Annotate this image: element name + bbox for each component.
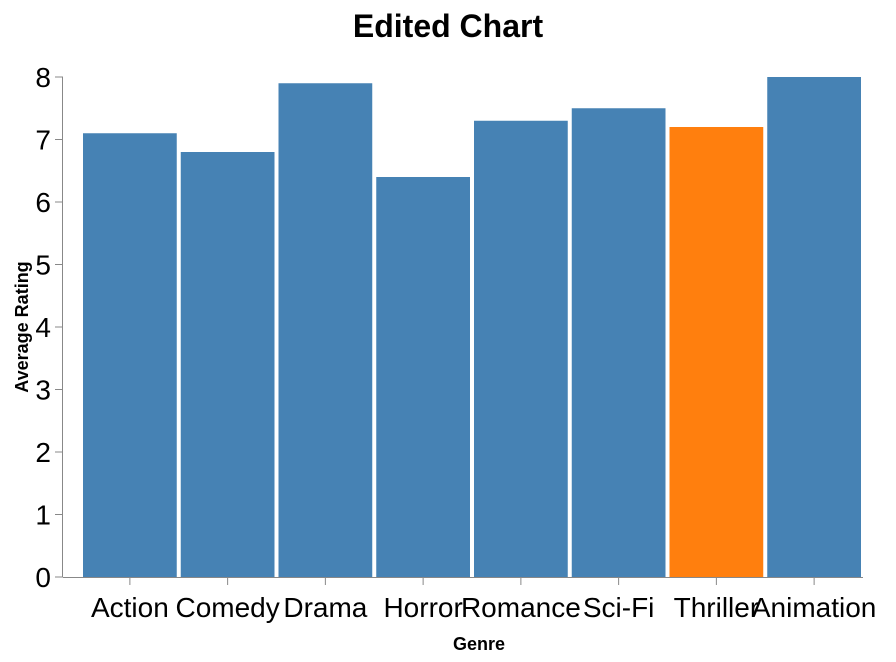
bar-action [83, 133, 177, 577]
bar-thriller [669, 127, 764, 577]
x-axis-title: Genre [453, 634, 505, 654]
x-tick-label-sci-fi: Sci-Fi [583, 592, 655, 623]
x-tick-label-romance: Romance [461, 592, 581, 623]
bar-animation [767, 77, 861, 577]
bar-romance [474, 120, 568, 577]
bar-horror [376, 177, 470, 577]
y-tick-label-2: 2 [35, 437, 51, 468]
bars-group [83, 77, 861, 577]
y-tick-label-0: 0 [35, 562, 51, 593]
y-axis: 0 1 2 3 4 5 6 7 8 [35, 62, 63, 593]
y-tick-label-6: 6 [35, 187, 51, 218]
y-axis-title: Average Rating [12, 261, 32, 392]
y-tick-label-5: 5 [35, 250, 51, 281]
x-tick-label-action: Action [91, 592, 169, 623]
x-tick-label-horror: Horror [383, 592, 462, 623]
y-tick-label-1: 1 [35, 500, 51, 531]
y-tick-label-7: 7 [35, 125, 51, 156]
bar-sci-fi [571, 108, 666, 577]
y-tick-label-3: 3 [35, 375, 51, 406]
x-tick-label-thriller: Thriller [674, 592, 760, 623]
chart-title: Edited Chart [353, 8, 544, 44]
x-tick-label-comedy: Comedy [175, 592, 279, 623]
y-tick-label-4: 4 [35, 312, 51, 343]
y-tick-label-8: 8 [35, 62, 51, 93]
bar-comedy [180, 152, 275, 577]
x-tick-label-animation: Animation [752, 592, 877, 623]
x-tick-label-drama: Drama [283, 592, 367, 623]
bar-drama [278, 83, 373, 577]
